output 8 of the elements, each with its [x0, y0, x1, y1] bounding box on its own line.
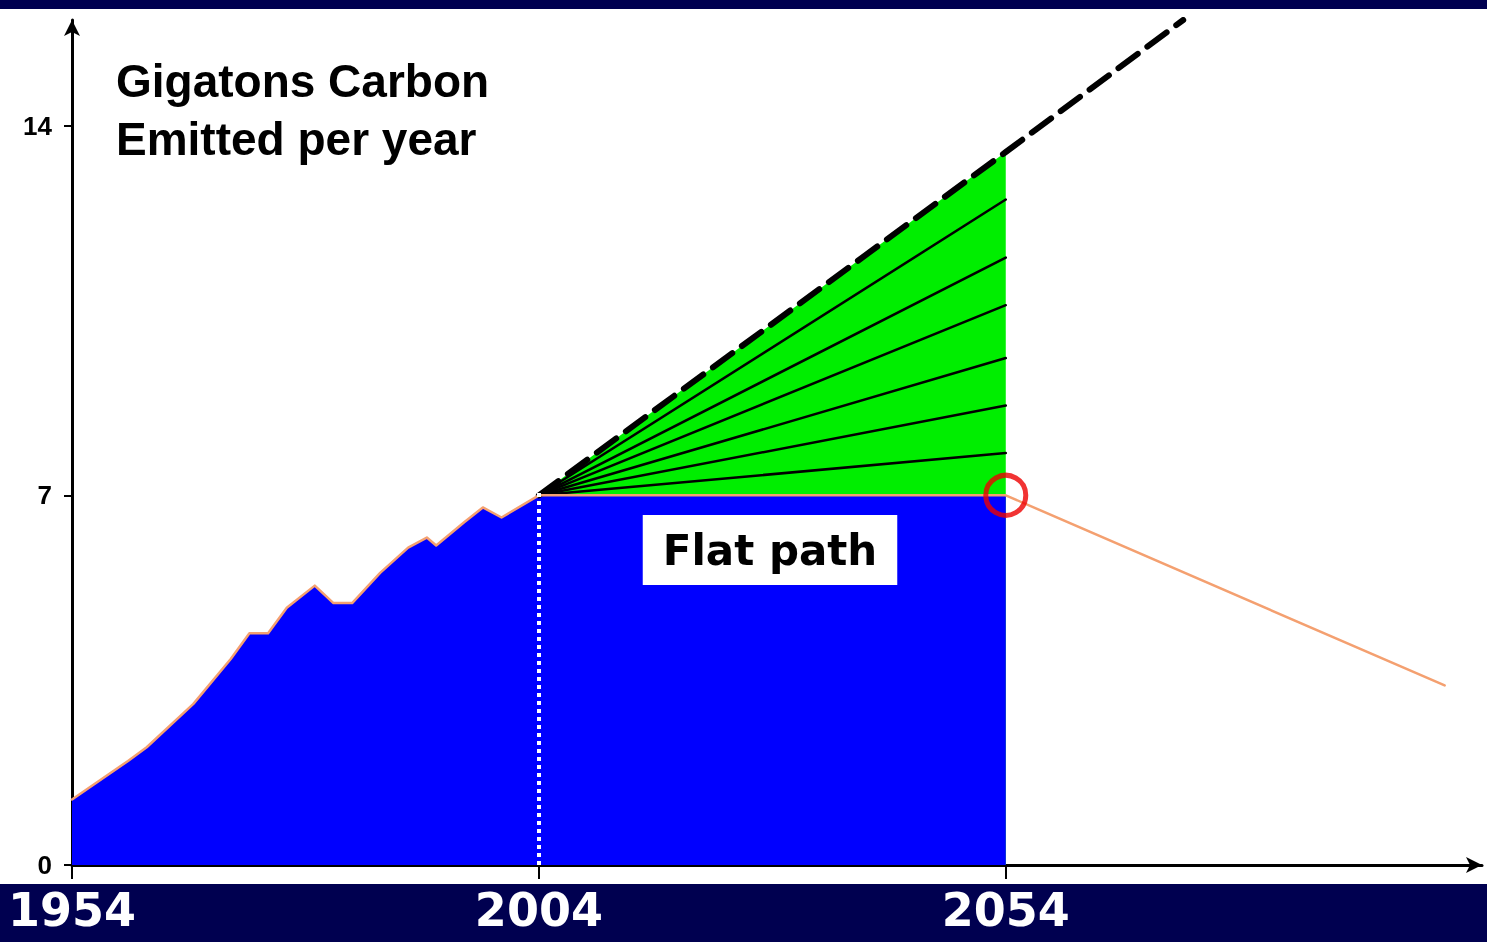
annotation: Flat path	[662, 525, 878, 575]
x-tick-label: 1954	[7, 883, 137, 937]
y-tick-label: 14	[23, 110, 53, 141]
text: Gigatons Carbon Emitted per year	[116, 55, 502, 165]
y-tick-label: 0	[37, 850, 52, 880]
x-tick-label: 2054	[941, 883, 1070, 937]
x-tick-label: 2004	[474, 883, 603, 937]
y-tick-label: 7	[37, 480, 52, 511]
